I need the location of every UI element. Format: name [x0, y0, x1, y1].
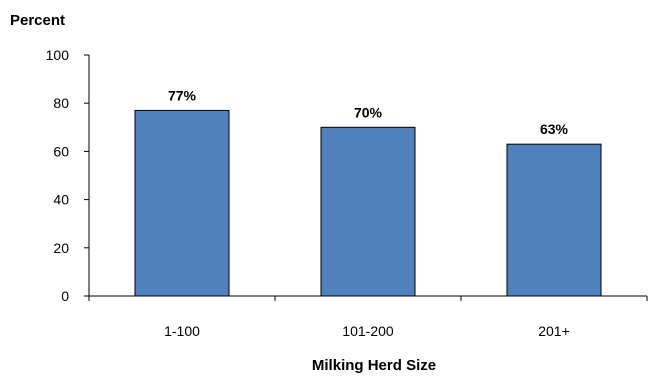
- y-tick-label: 100: [46, 47, 70, 63]
- bar-201+: [506, 143, 602, 297]
- x-tick-label: 1-100: [164, 323, 200, 339]
- x-axis-ticks: 1-100 101-200 201+: [88, 296, 648, 339]
- bar-data-label: 77%: [168, 87, 197, 103]
- bar-series: 77% 70% 63%: [134, 87, 602, 297]
- y-tick-label: 0: [61, 288, 69, 304]
- x-tick-label: 101-200: [342, 323, 394, 339]
- y-axis-ticks: 0 20 40 60 80 100: [46, 47, 89, 304]
- bar-1-100: [134, 109, 230, 297]
- y-tick-label: 80: [53, 95, 69, 111]
- bar-101-200: [320, 126, 416, 297]
- y-axis-label: Percent: [10, 12, 65, 29]
- bar-data-label: 63%: [540, 121, 569, 137]
- y-tick-label: 40: [53, 192, 69, 208]
- x-axis-title: Milking Herd Size: [312, 357, 436, 374]
- x-tick-label: 201+: [538, 323, 570, 339]
- y-tick-label: 60: [53, 143, 69, 159]
- bar-data-label: 70%: [354, 104, 383, 120]
- y-tick-label: 20: [53, 240, 69, 256]
